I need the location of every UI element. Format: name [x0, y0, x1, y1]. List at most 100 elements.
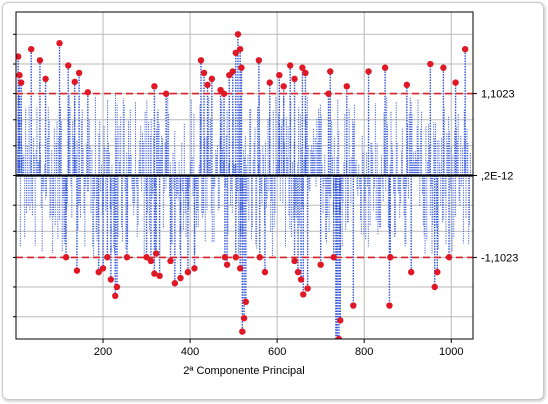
outlier-point-11: [62, 254, 70, 261]
outlier-point-82: [427, 60, 434, 68]
x-axis-label: 2ª Componente Principal: [183, 365, 304, 377]
outlier-point-70: [333, 362, 339, 368]
outlier-point-17: [112, 292, 119, 300]
outlier-point-72: [335, 335, 343, 339]
outlier-point-68: [327, 68, 334, 75]
outlier-point-76: [365, 68, 372, 75]
outlier-point-4: [36, 57, 44, 64]
outlier-point-2: [18, 79, 25, 86]
outlier-point-12: [73, 267, 81, 274]
outlier-point-74: [350, 302, 357, 309]
outlier-point-44: [221, 254, 229, 261]
outlier-point-14: [99, 265, 107, 272]
outlier-point-67: [325, 90, 332, 97]
outlier-point-21: [147, 257, 155, 265]
x-axis-ticks: 200 400 600 800 1000: [13, 33, 463, 358]
outlier-point-86: [445, 254, 453, 261]
outlier-point-50: [242, 298, 250, 306]
outlier-points: [16, 31, 469, 368]
outlier-point-22: [151, 270, 158, 277]
outlier-point-7: [65, 62, 72, 69]
outlier-point-6: [56, 40, 63, 47]
outlier-point-78: [386, 302, 393, 309]
outlier-point-30: [151, 83, 158, 90]
outlier-point-24: [156, 272, 163, 280]
outlier-point-33: [200, 69, 208, 77]
outlier-point-64: [300, 291, 307, 298]
outlier-point-35: [208, 75, 216, 83]
outlier-point-42: [236, 45, 244, 53]
outlier-point-29: [191, 265, 198, 272]
outlier-point-34: [204, 81, 211, 89]
outlier-point-57: [287, 62, 294, 69]
outlier-point-81: [407, 268, 415, 276]
outlier-point-32: [197, 57, 205, 64]
outlier-point-84: [434, 268, 441, 276]
reference-label-0: 1,1023: [481, 89, 515, 101]
outlier-point-62: [294, 268, 302, 276]
outlier-point-15: [104, 254, 111, 261]
outlier-point-0: [16, 53, 22, 60]
outlier-point-66: [317, 261, 324, 268]
outlier-point-65: [304, 285, 311, 292]
outlier-point-28: [184, 268, 192, 276]
outlier-point-51: [256, 254, 263, 261]
reference-label-2: -1,1023: [481, 252, 518, 264]
outlier-point-10: [84, 89, 92, 96]
outlier-point-3: [28, 45, 35, 53]
outlier-point-83: [431, 283, 438, 291]
outlier-point-39: [229, 68, 236, 75]
outlier-point-58: [291, 75, 298, 83]
outlier-point-31: [162, 90, 170, 97]
outlier-point-69: [330, 254, 337, 261]
outlier-point-46: [232, 254, 239, 261]
outlier-point-85: [440, 64, 447, 71]
outlier-point-47: [236, 265, 244, 272]
outlier-point-18: [113, 283, 121, 291]
outlier-point-5: [42, 75, 49, 83]
x-tick-label-2: 600: [268, 346, 286, 358]
outlier-point-19: [123, 254, 131, 261]
stems: [17, 34, 471, 339]
outlier-point-55: [276, 71, 283, 79]
outlier-point-26: [171, 280, 179, 287]
outlier-point-23: [152, 250, 160, 257]
outlier-point-75: [343, 83, 350, 90]
x-tick-label-4: 1000: [439, 346, 463, 358]
outlier-point-52: [261, 268, 269, 276]
outlier-point-59: [299, 64, 306, 71]
x-tick-label-0: 200: [94, 346, 112, 358]
outlier-point-25: [167, 257, 174, 265]
outlier-point-49: [240, 314, 248, 322]
outlier-point-53: [255, 57, 263, 64]
outlier-point-27: [177, 274, 184, 282]
outlier-point-16: [107, 276, 115, 283]
reference-label-1: ,2E-12: [481, 171, 513, 183]
outlier-point-1: [16, 71, 23, 79]
x-tick-label-1: 400: [181, 346, 199, 358]
outlier-point-45: [223, 261, 231, 268]
outlier-point-71: [334, 351, 340, 357]
outlier-point-87: [452, 79, 459, 86]
outlier-point-88: [461, 45, 469, 53]
outlier-point-20: [143, 254, 150, 261]
outlier-point-54: [266, 79, 273, 86]
outlier-point-79: [387, 254, 394, 261]
outlier-point-43: [238, 64, 245, 71]
outlier-point-40: [232, 49, 239, 57]
outlier-point-61: [291, 257, 298, 265]
outlier-point-13: [95, 268, 102, 276]
outlier-point-73: [337, 317, 344, 324]
outlier-point-56: [280, 83, 287, 90]
outlier-point-9: [75, 69, 83, 77]
x-tick-label-3: 800: [355, 346, 373, 358]
outlier-point-63: [297, 276, 305, 283]
outlier-point-37: [220, 90, 228, 97]
reference-labels: 1,1023 ,2E-12 -1,1023: [473, 89, 518, 264]
outlier-point-8: [71, 78, 78, 86]
outlier-point-77: [381, 64, 389, 71]
outlier-point-80: [403, 81, 411, 89]
outlier-point-48: [239, 328, 246, 335]
reference-lines: [16, 92, 473, 259]
